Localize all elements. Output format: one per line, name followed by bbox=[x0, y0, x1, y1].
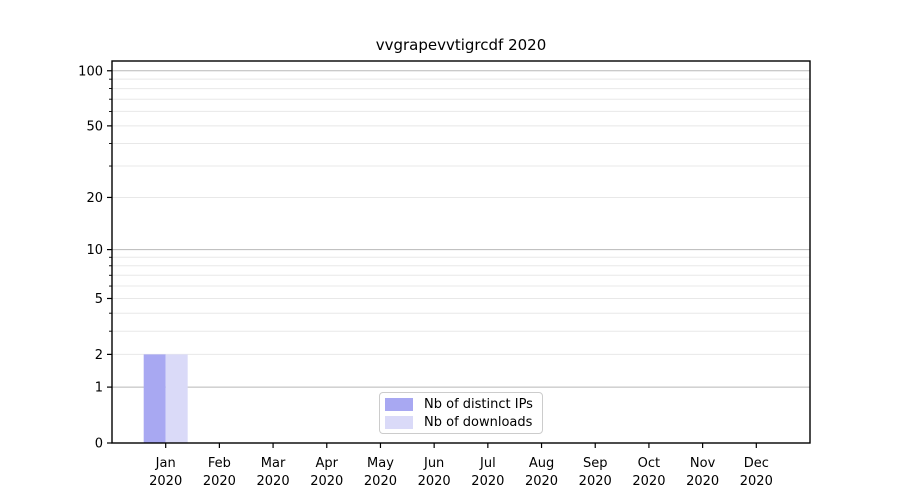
y-tick-label: 100 bbox=[78, 64, 103, 79]
legend-swatch-distinct-ips bbox=[385, 397, 413, 411]
x-tick-label-year: 2020 bbox=[632, 474, 665, 489]
x-tick-label-year: 2020 bbox=[418, 474, 451, 489]
y-tick-label: 0 bbox=[95, 437, 103, 452]
x-tick-label-month: Nov bbox=[690, 456, 716, 471]
x-tick-label-year: 2020 bbox=[203, 474, 236, 489]
x-tick-label-year: 2020 bbox=[579, 474, 612, 489]
x-tick-label-month: Sep bbox=[583, 456, 608, 471]
y-tick-label: 50 bbox=[86, 119, 103, 134]
x-tick-label-month: Apr bbox=[316, 456, 339, 471]
y-tick-label: 1 bbox=[95, 381, 103, 396]
x-tick-label-month: Feb bbox=[208, 456, 231, 471]
x-tick-label-month: Jul bbox=[479, 456, 496, 471]
x-tick-label-year: 2020 bbox=[310, 474, 343, 489]
x-tick-label-year: 2020 bbox=[686, 474, 719, 489]
y-tick-label: 20 bbox=[86, 191, 103, 206]
legend-label: Nb of downloads bbox=[424, 414, 533, 430]
bar-downloads bbox=[165, 354, 188, 443]
x-tick-label-year: 2020 bbox=[257, 474, 290, 489]
x-tick-label-month: Mar bbox=[261, 456, 286, 471]
x-tick-label-month: Jun bbox=[423, 456, 444, 471]
legend-item-distinct-ips: Nb of distinct IPs bbox=[385, 396, 542, 412]
x-tick-label-year: 2020 bbox=[364, 474, 397, 489]
x-tick-label-month: Oct bbox=[638, 456, 660, 471]
legend: Nb of distinct IPs Nb of downloads bbox=[379, 392, 543, 434]
x-tick-label-year: 2020 bbox=[740, 474, 773, 489]
x-tick-label-month: Dec bbox=[744, 456, 769, 471]
y-tick-label: 10 bbox=[86, 243, 103, 258]
chart-title: vvgrapevvtigrcdf 2020 bbox=[375, 36, 547, 54]
y-tick-label: 2 bbox=[95, 348, 103, 363]
legend-label: Nb of distinct IPs bbox=[424, 396, 533, 412]
x-tick-label-month: Aug bbox=[529, 456, 554, 471]
y-tick-label: 5 bbox=[95, 292, 103, 307]
x-tick-label-month: May bbox=[367, 456, 394, 471]
x-tick-label-month: Jan bbox=[155, 456, 176, 471]
x-tick-label-year: 2020 bbox=[471, 474, 504, 489]
x-tick-label-year: 2020 bbox=[149, 474, 182, 489]
legend-swatch-downloads bbox=[385, 415, 413, 429]
legend-item-downloads: Nb of downloads bbox=[385, 414, 542, 430]
bar-distinct-ips bbox=[143, 354, 166, 443]
x-tick-label-year: 2020 bbox=[525, 474, 558, 489]
plot-frame bbox=[111, 60, 811, 444]
